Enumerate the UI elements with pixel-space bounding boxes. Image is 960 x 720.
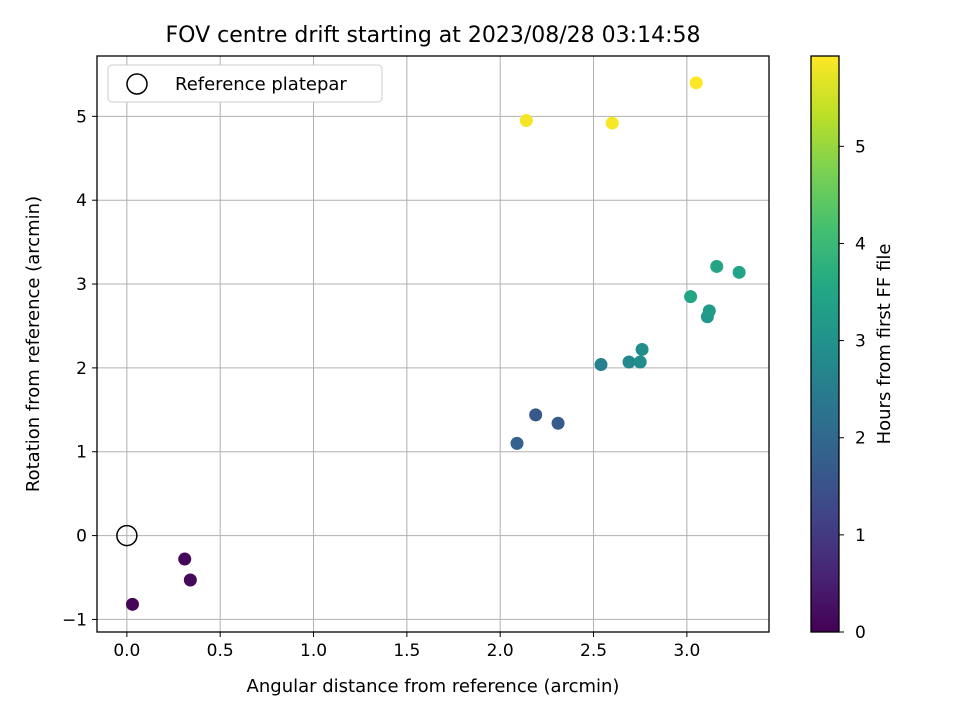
data-point — [605, 116, 619, 130]
y-tick-label: 3 — [76, 275, 87, 295]
data-point — [622, 355, 636, 369]
data-point — [689, 76, 703, 90]
data-point — [519, 114, 533, 128]
data-point — [633, 355, 647, 369]
x-tick-label: 2.0 — [487, 641, 514, 661]
colorbar-ticks: 0 1 2 3 4 5 — [839, 137, 866, 643]
data-point — [510, 436, 524, 450]
data-point — [551, 416, 565, 430]
data-point — [635, 342, 649, 356]
y-tick-label: −1 — [62, 610, 87, 630]
chart-title: FOV centre drift starting at 2023/08/28 … — [166, 23, 701, 48]
colorbar-tick-label: 5 — [855, 137, 866, 157]
legend-label: Reference platepar — [175, 74, 347, 95]
y-tick-label: 5 — [76, 107, 87, 127]
colorbar: 0 1 2 3 4 5 Hours from first FF file — [810, 55, 895, 643]
data-point — [684, 290, 698, 304]
x-tick-label: 0.5 — [207, 641, 234, 661]
data-point — [529, 408, 543, 422]
colorbar-tick-label: 1 — [855, 526, 866, 546]
data-point — [183, 573, 197, 587]
x-tick-label: 3.0 — [673, 641, 700, 661]
data-point — [732, 265, 746, 279]
data-point — [702, 304, 716, 318]
y-tick-label: 0 — [76, 527, 87, 547]
colorbar-tick-label: 3 — [855, 332, 866, 352]
legend-box — [107, 64, 383, 103]
axis-ticks: 0.0 0.5 1.0 1.5 2.0 2.5 3.0 −1 0 1 2 3 4 5 — [62, 107, 700, 661]
data-point — [125, 597, 139, 611]
legend-reference-marker — [126, 73, 148, 95]
y-tick-label: 2 — [76, 359, 87, 379]
reference-marker-group — [116, 524, 138, 547]
colorbar-gradient — [811, 56, 839, 632]
colorbar-tick-label: 0 — [855, 623, 866, 643]
x-tick-label: 2.5 — [580, 641, 607, 661]
grid-lines — [97, 56, 769, 632]
y-tick-label: 1 — [76, 443, 87, 463]
x-tick-label: 1.0 — [300, 641, 327, 661]
data-point — [594, 358, 608, 372]
reference-marker — [116, 524, 138, 547]
x-tick-label: 1.5 — [393, 641, 420, 661]
colorbar-frame — [810, 55, 840, 633]
x-tick-label: 0.0 — [113, 641, 140, 661]
data-point — [178, 552, 192, 566]
colorbar-tick-label: 4 — [855, 234, 866, 254]
data-point — [710, 259, 724, 273]
colorbar-tick-label: 2 — [855, 429, 866, 449]
data-points — [125, 76, 746, 611]
x-axis-label: Angular distance from reference (arcmin) — [247, 676, 620, 697]
y-axis-label: Rotation from reference (arcmin) — [23, 196, 44, 492]
y-tick-label: 4 — [76, 191, 87, 211]
plot-frame — [96, 55, 770, 633]
legend: Reference platepar — [107, 64, 383, 103]
colorbar-label: Hours from first FF file — [874, 244, 895, 445]
